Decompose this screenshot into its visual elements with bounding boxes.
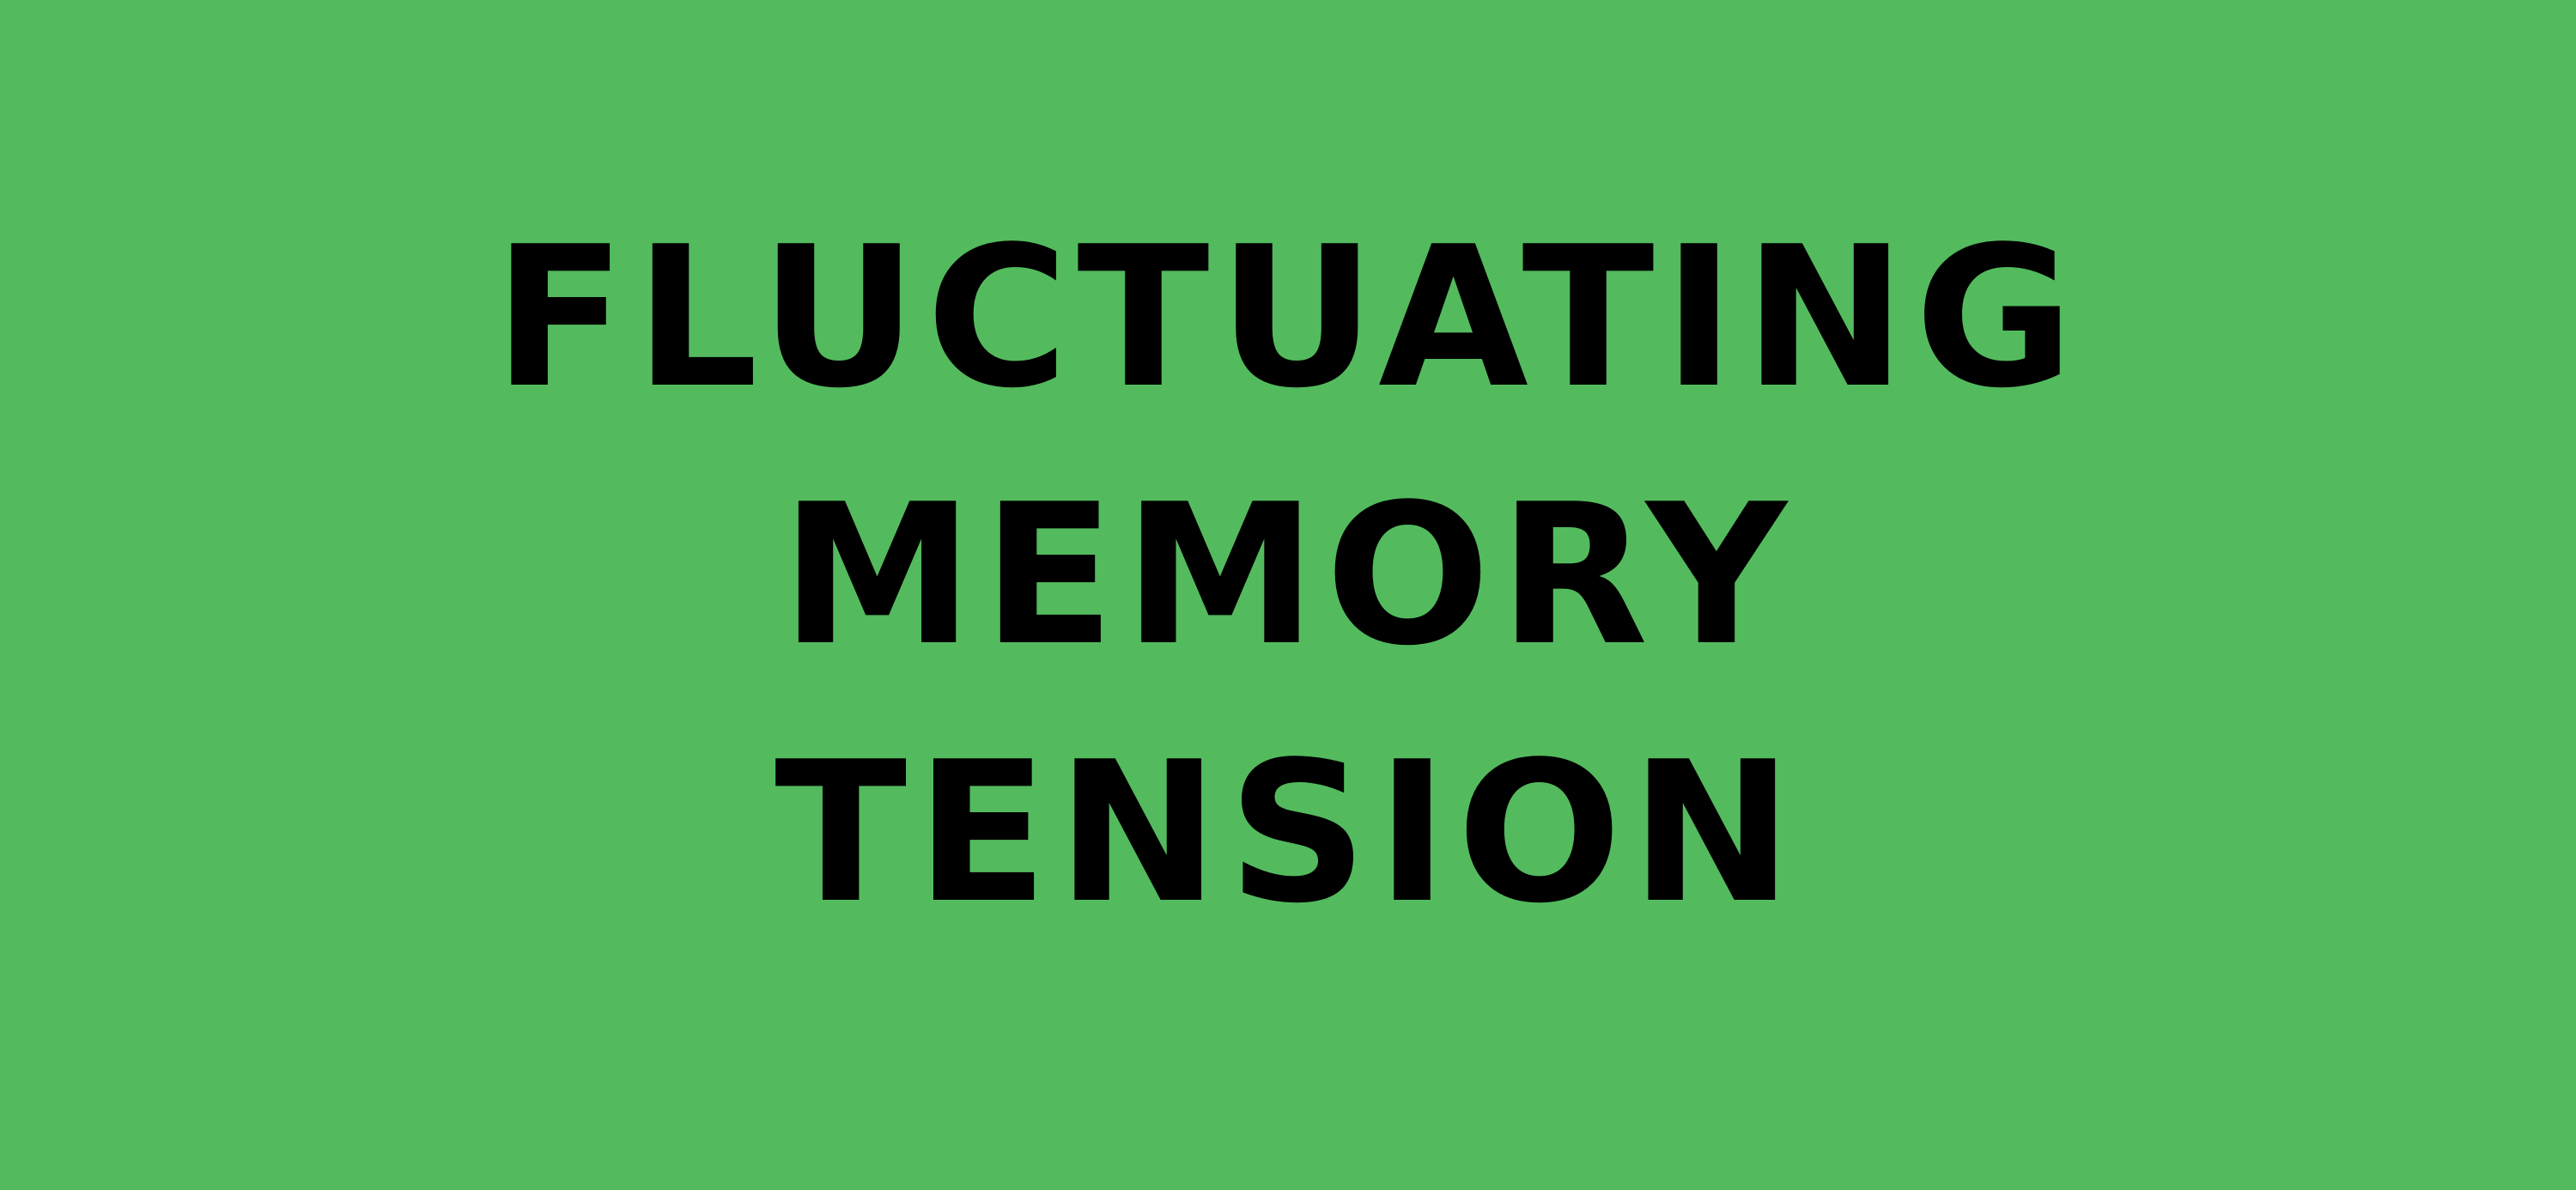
title-line-3: TENSION (775, 720, 1801, 946)
title-line-1: FLUCTUATING (493, 205, 2083, 431)
title-line-2: MEMORY (781, 463, 1795, 689)
